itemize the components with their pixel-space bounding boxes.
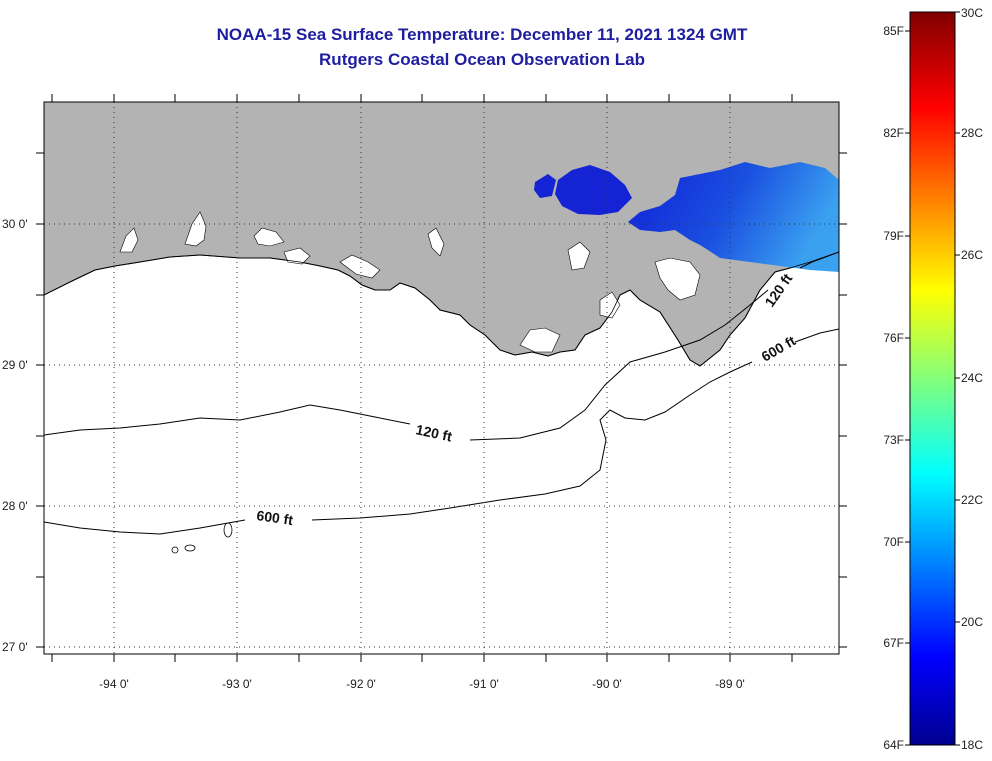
colorbar-f-label: 76F [883, 331, 904, 345]
colorbar-c-label: 30C [961, 6, 983, 20]
contour-600ft [44, 328, 839, 535]
contour-120ft [44, 251, 839, 441]
contour-island [184, 544, 196, 552]
lake [654, 257, 701, 301]
lake [119, 227, 139, 253]
lon-label: -93 0' [222, 677, 252, 691]
colorbar-c-label: 26C [961, 248, 983, 262]
lake [184, 211, 207, 247]
colorbar-f-label: 85F [883, 24, 904, 38]
lon-label: -91 0' [469, 677, 499, 691]
map-frame [43, 101, 840, 655]
contour-island [171, 546, 179, 554]
lat-label: 27 0' [2, 640, 28, 654]
lake [253, 227, 285, 247]
colorbar-f-label: 73F [883, 433, 904, 447]
colorbar-f-label: 70F [883, 535, 904, 549]
contour-label: 600 ft [256, 507, 295, 528]
colorbar-ticks [905, 11, 960, 746]
lake [599, 291, 621, 319]
coastline-detail [44, 251, 839, 367]
lon-label: -92 0' [346, 677, 376, 691]
lat-label: 28 0' [2, 499, 28, 513]
colorbar-f-label: 82F [883, 126, 904, 140]
colorbar-c-label: 22C [961, 493, 983, 507]
colorbar-c-label: 28C [961, 126, 983, 140]
lat-label: 30 0' [2, 217, 28, 231]
colorbar-f-label: 79F [883, 229, 904, 243]
lake [567, 241, 591, 271]
colorbar-f-label: 64F [883, 738, 904, 752]
lake [427, 227, 445, 257]
colorbar-c-label: 20C [961, 615, 983, 629]
lon-label: -89 0' [715, 677, 745, 691]
lon-label: -90 0' [592, 677, 622, 691]
sst-data-patch [555, 165, 632, 215]
colorbar-c-label: 18C [961, 738, 983, 752]
colorbar-f-label: 67F [883, 636, 904, 650]
grid-lines [44, 102, 839, 654]
lon-label: -94 0' [99, 677, 129, 691]
contour-label: 120 ft [414, 421, 453, 444]
chart-subtitle: Rutgers Coastal Ocean Observation Lab [319, 50, 645, 69]
lat-label: 29 0' [2, 358, 28, 372]
contour-island [223, 522, 233, 538]
colorbar [909, 11, 956, 746]
sst-data-patch [534, 174, 556, 198]
lake [339, 254, 381, 279]
lake [519, 327, 561, 353]
colorbar-c-label: 24C [961, 371, 983, 385]
chart-title: NOAA-15 Sea Surface Temperature: Decembe… [216, 25, 748, 44]
sst-data-patch [628, 162, 839, 272]
tick-marks [36, 94, 847, 662]
